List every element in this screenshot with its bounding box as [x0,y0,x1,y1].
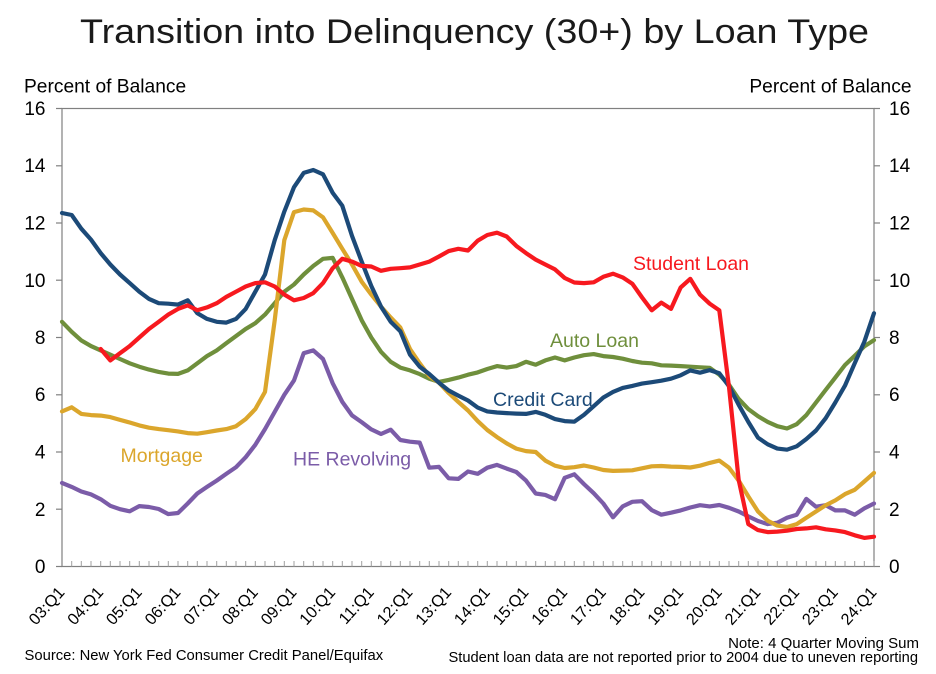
svg-text:Mortgage: Mortgage [121,445,203,467]
svg-text:Percent of Balance: Percent of Balance [749,77,911,98]
svg-text:4: 4 [889,443,900,464]
svg-text:Source: New York Fed Consumer: Source: New York Fed Consumer Credit Pan… [25,648,384,664]
svg-text:6: 6 [889,385,900,406]
svg-text:2: 2 [35,500,46,521]
svg-text:Note: 4 Quarter Moving Sum: Note: 4 Quarter Moving Sum [728,635,919,652]
svg-text:12: 12 [24,214,45,235]
svg-text:Auto Loan: Auto Loan [550,330,639,352]
svg-text:14: 14 [889,156,911,177]
svg-text:Credit Card: Credit Card [493,389,593,411]
svg-text:Student Loan: Student Loan [633,253,749,275]
svg-text:Student loan data are not repo: Student loan data are not reported prior… [448,650,918,666]
svg-text:2: 2 [889,500,900,521]
svg-text:HE Revolving: HE Revolving [293,449,411,471]
svg-text:Transition into Delinquency (3: Transition into Delinquency (30+) by Loa… [80,13,869,51]
svg-text:10: 10 [24,271,45,292]
svg-text:16: 16 [889,99,910,120]
svg-text:12: 12 [889,214,910,235]
svg-text:Percent of Balance: Percent of Balance [24,77,186,98]
svg-text:0: 0 [35,557,46,578]
svg-text:14: 14 [24,156,46,177]
svg-text:8: 8 [889,328,900,349]
svg-text:16: 16 [24,99,45,120]
svg-text:4: 4 [35,443,46,464]
svg-text:8: 8 [35,328,46,349]
svg-text:0: 0 [889,557,900,578]
svg-text:6: 6 [35,385,46,406]
svg-text:10: 10 [889,271,910,292]
